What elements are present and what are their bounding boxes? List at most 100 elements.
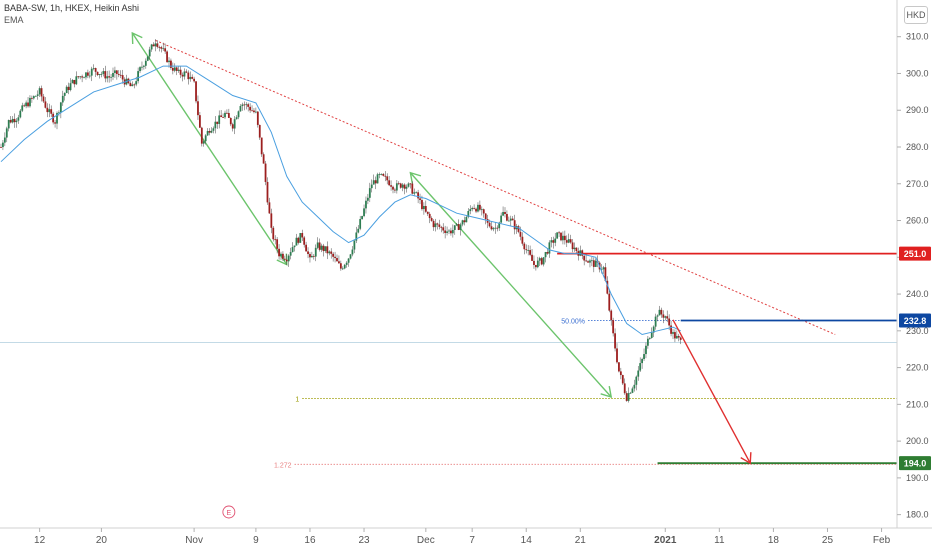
impulse-arrow [131, 32, 288, 266]
candle [392, 186, 394, 190]
candle [675, 335, 678, 339]
candle [438, 224, 441, 227]
candle [646, 338, 649, 346]
candle [413, 192, 416, 194]
candle [54, 122, 56, 124]
candle [15, 120, 18, 123]
candle [372, 180, 375, 185]
candle [63, 93, 66, 96]
candle [500, 215, 503, 223]
candle [422, 206, 425, 210]
candle [616, 348, 618, 363]
candle [527, 250, 530, 251]
candle [58, 112, 60, 114]
candle [214, 121, 217, 129]
candle [280, 253, 282, 257]
candle [558, 232, 560, 234]
candle [366, 197, 369, 201]
candle [156, 43, 159, 47]
candle [602, 267, 605, 270]
candle [5, 128, 8, 138]
candle [171, 67, 174, 71]
candle [226, 112, 228, 114]
candle [677, 335, 680, 338]
candle [635, 376, 638, 385]
candle [27, 102, 29, 107]
candle [98, 74, 101, 76]
x-tick-label: Feb [873, 535, 891, 546]
candle [478, 204, 481, 210]
candle [131, 84, 134, 87]
candle [589, 260, 591, 263]
level-labels: 251.0 232.8 194.0 [899, 246, 931, 471]
x-tick-label: 11 [714, 535, 725, 546]
candle [432, 220, 435, 228]
candle [538, 258, 541, 261]
level-label-bg [899, 313, 931, 328]
candle [7, 119, 10, 129]
candle [193, 78, 196, 82]
candle [386, 176, 389, 181]
currency-button[interactable]: HKD [904, 6, 928, 24]
candle [511, 218, 514, 221]
candle [359, 219, 362, 229]
candle [529, 250, 532, 255]
earnings-event-marker [222, 505, 236, 519]
candle [115, 70, 118, 74]
candle [546, 252, 549, 254]
candle [224, 112, 226, 118]
candle [569, 239, 572, 243]
candle [641, 359, 644, 364]
x-tick-label: 25 [822, 535, 834, 546]
candle [85, 72, 87, 78]
candle [307, 251, 309, 255]
candle [334, 256, 336, 259]
candle [654, 316, 657, 327]
candle [106, 76, 109, 79]
candle [645, 345, 647, 355]
candle [301, 233, 304, 238]
candle [544, 252, 547, 258]
candle [382, 173, 385, 176]
candle [160, 47, 163, 49]
x-tick-label: Nov [185, 535, 203, 546]
candle [102, 71, 105, 74]
candle [67, 86, 70, 91]
candle [316, 242, 319, 248]
candle [513, 220, 516, 230]
candle [542, 257, 545, 265]
candle [249, 106, 252, 111]
candle [631, 388, 634, 393]
candle [565, 240, 568, 243]
candle [135, 81, 138, 85]
candle [283, 258, 286, 260]
candle [110, 76, 112, 78]
candle [229, 117, 232, 125]
candle [610, 310, 613, 321]
candle [200, 127, 203, 144]
candle [197, 101, 199, 116]
candle [679, 337, 682, 340]
candle [517, 226, 520, 232]
candle [521, 236, 524, 244]
candle [216, 121, 219, 124]
candle [652, 326, 655, 333]
ema-line [0, 65, 681, 336]
candle [670, 325, 672, 334]
candle [34, 95, 37, 97]
candle [590, 260, 593, 262]
candle [198, 115, 201, 128]
candle [187, 72, 190, 80]
candle [241, 104, 244, 107]
candle [133, 84, 136, 86]
projection-arrow-head [740, 452, 752, 465]
candle [0, 147, 2, 148]
level-label-text: 232.8 [904, 316, 927, 326]
candle [264, 163, 267, 182]
resistance-trendline [155, 39, 836, 335]
candle [291, 247, 294, 253]
candle [461, 220, 464, 225]
candle [112, 72, 114, 77]
candle [254, 111, 257, 113]
